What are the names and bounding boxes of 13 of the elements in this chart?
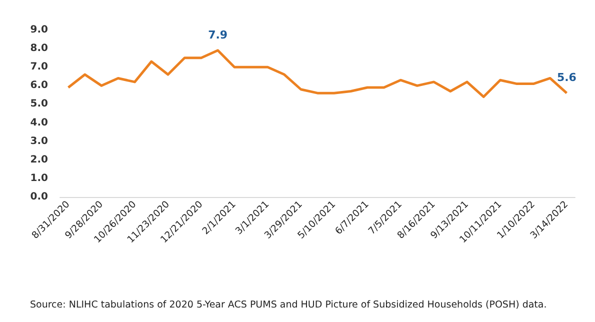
y-tick-label: 6.0 [30,80,48,92]
y-tick-label: 1.0 [30,172,48,184]
data-label: 7.9 [208,28,228,42]
y-tick-label: 0.0 [30,192,48,202]
y-tick-label: 4.0 [30,117,48,128]
y-tick-label: 8.0 [30,43,48,54]
y-tick-label: 2.0 [30,154,48,166]
y-tick-label: 3.0 [30,136,48,147]
source-note: Source: NLIHC tabulations of 2020 5-Year ACS PUMS and HUD Picture of Subsidized Households (POSH) data. [30,300,547,310]
y-tick-label: 7.0 [30,62,48,73]
data-label: 5.6 [556,71,577,84]
y-tick-label: 5.0 [30,98,48,110]
y-tick-label: 9.0 [30,24,48,36]
